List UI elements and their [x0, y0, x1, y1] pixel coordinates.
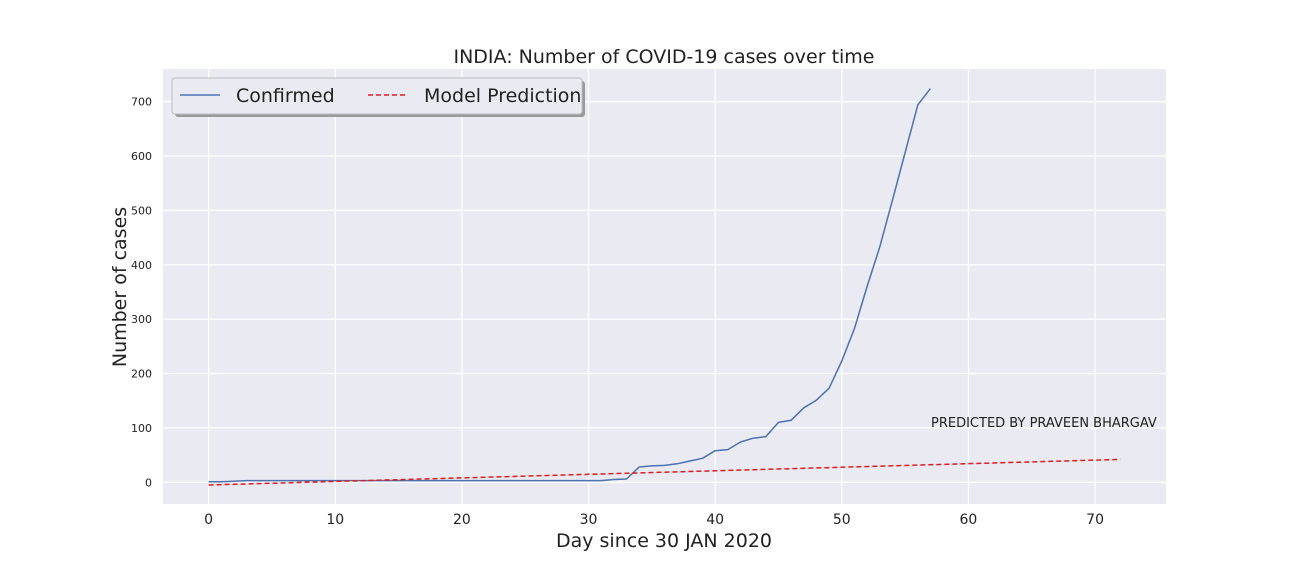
chart-title: INDIA: Number of COVID-19 cases over tim…: [453, 46, 874, 68]
x-tick-label: 10: [326, 512, 344, 528]
plot-background: [163, 69, 1166, 504]
y-tick-label: 300: [131, 313, 152, 326]
series-line-model-prediction: [208, 458, 1121, 486]
series-layer: [208, 88, 1121, 486]
x-tick-label: 20: [453, 512, 471, 528]
y-tick-label: 400: [131, 259, 152, 272]
y-tick-label: 600: [131, 150, 152, 163]
x-tick-labels: 0 10 20 30 40 50 60 70: [204, 512, 1104, 528]
annotation-text: PREDICTED BY PRAVEEN BHARGAV: [931, 416, 1157, 431]
x-tick-label: 60: [960, 512, 978, 528]
y-tick-label: 500: [131, 204, 152, 217]
x-tick-label: 70: [1086, 512, 1104, 528]
legend-label-model-prediction: Model Prediction: [424, 85, 581, 107]
legend: Confirmed Model Prediction: [171, 77, 585, 117]
legend-box: [171, 77, 583, 115]
y-tick-label: 700: [131, 96, 152, 109]
y-tick-label: 0: [145, 476, 152, 489]
x-tick-label: 50: [833, 512, 851, 528]
y-tick-labels: 0 100 200 300 400 500 600 700: [131, 96, 152, 490]
series-line-confirmed: [208, 88, 931, 483]
x-axis-label: Day since 30 JAN 2020: [556, 530, 772, 552]
x-tick-label: 40: [706, 512, 724, 528]
y-axis-label: Number of cases: [109, 207, 131, 367]
y-tick-label: 100: [131, 422, 152, 435]
y-gridlines: [163, 101, 1166, 483]
y-tick-label: 200: [131, 368, 152, 381]
x-tick-label: 30: [580, 512, 598, 528]
legend-label-confirmed: Confirmed: [236, 85, 335, 107]
x-tick-label: 0: [204, 512, 213, 528]
x-gridlines: [207, 69, 1096, 504]
